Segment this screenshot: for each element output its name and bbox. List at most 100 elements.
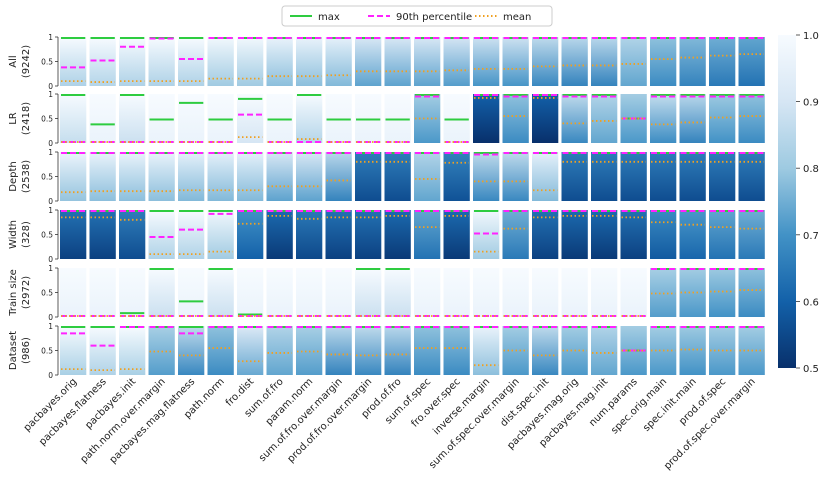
cell-2-20	[650, 152, 677, 201]
colorbar-gradient	[778, 35, 796, 368]
cell-0-13	[443, 37, 470, 86]
cell-3-20	[650, 210, 677, 259]
cell-0-19	[620, 37, 647, 86]
cell-3-23	[738, 210, 765, 259]
cell-4-17	[561, 268, 588, 317]
y-tick-label: 0	[48, 82, 53, 91]
cell-2-12	[414, 152, 441, 201]
legend: max 90th percentile mean	[281, 5, 553, 27]
cell-0-22	[709, 37, 736, 86]
cell-5-3	[148, 326, 175, 375]
cell-5-1	[89, 326, 116, 375]
cell-1-22	[709, 94, 736, 143]
cell-4-6	[237, 268, 264, 317]
y-tick-label: 0	[48, 139, 53, 148]
cell-5-10	[355, 326, 382, 375]
row-label: LR	[8, 112, 19, 125]
cell-0-2	[119, 37, 146, 86]
cell-4-18	[591, 268, 618, 317]
row-width: Width (328) 0 0.5 1	[8, 206, 765, 264]
y-tick-label: 0.5	[41, 231, 53, 240]
legend-box	[281, 5, 553, 27]
cell-2-9	[325, 152, 352, 201]
x-tick-label-21: spec.init.main	[641, 376, 699, 434]
cell-3-4	[178, 210, 205, 259]
row-count: (328)	[21, 221, 32, 248]
cell-4-10	[355, 268, 382, 317]
y-tick-label: 1	[48, 90, 53, 99]
cell-2-8	[296, 152, 323, 201]
cell-4-13	[443, 268, 470, 317]
cell-1-17	[561, 94, 588, 143]
cell-3-22	[709, 210, 736, 259]
cell-2-16	[532, 152, 559, 201]
y-tick-label: 0	[48, 371, 53, 380]
cell-2-17	[561, 152, 588, 201]
row-all: All (9242) 0 0.5 1	[8, 33, 765, 91]
legend-label-2: mean	[503, 12, 531, 23]
cell-5-2	[119, 326, 146, 375]
cell-0-7	[266, 37, 293, 86]
legend-label-0: max	[318, 12, 340, 23]
cell-0-4	[178, 37, 205, 86]
cell-3-18	[591, 210, 618, 259]
cell-2-0	[60, 152, 87, 201]
cell-1-4	[178, 94, 205, 143]
y-tick-label: 0.5	[41, 115, 53, 124]
cell-2-7	[266, 152, 293, 201]
cell-1-2	[119, 94, 146, 143]
legend-label-1: 90th percentile	[396, 12, 472, 23]
cell-0-15	[502, 37, 529, 86]
cell-0-21	[679, 37, 706, 86]
cell-2-13	[443, 152, 470, 201]
cell-3-13	[443, 210, 470, 259]
y-tick-label: 1	[48, 148, 53, 157]
cell-4-2	[119, 268, 146, 317]
cell-5-16	[532, 326, 559, 375]
cell-3-3	[148, 210, 175, 259]
y-tick-label: 0.5	[41, 58, 53, 67]
cell-2-19	[620, 152, 647, 201]
y-tick-label: 0	[48, 255, 53, 264]
cell-5-14	[473, 326, 500, 375]
x-tick-labels: pacbayes.origpacbayes.flatnesspacbayes.i…	[22, 376, 758, 472]
cell-4-5	[207, 268, 234, 317]
colorbar-tick-label: 0.5	[803, 364, 819, 375]
cell-1-14	[473, 94, 500, 143]
y-tick-label: 0	[48, 313, 53, 322]
cell-0-17	[561, 37, 588, 86]
row-lr: LR (2418) 0 0.5 1	[8, 90, 765, 148]
y-tick-label: 0.5	[41, 347, 53, 356]
cell-4-14	[473, 268, 500, 317]
cell-2-15	[502, 152, 529, 201]
y-tick-label: 1	[48, 206, 53, 215]
cell-3-2	[119, 210, 146, 259]
cell-1-0	[60, 94, 87, 143]
cell-2-22	[709, 152, 736, 201]
cell-0-12	[414, 37, 441, 86]
cell-5-21	[679, 326, 706, 375]
cell-0-9	[325, 37, 352, 86]
cell-0-11	[384, 37, 411, 86]
row-count: (2418)	[21, 102, 32, 135]
cell-5-12	[414, 326, 441, 375]
y-tick-label: 0.5	[41, 289, 53, 298]
cell-3-6	[237, 210, 264, 259]
cell-1-23	[738, 94, 765, 143]
row-label: Width	[8, 220, 19, 249]
cell-4-0	[60, 268, 87, 317]
cell-2-11	[384, 152, 411, 201]
row-train-size: Train size (2972) 0 0.5 1	[8, 264, 765, 322]
cell-3-7	[266, 210, 293, 259]
colorbar-tick-label: 0.6	[803, 297, 819, 308]
cell-4-15	[502, 268, 529, 317]
cell-1-15	[502, 94, 529, 143]
cell-2-10	[355, 152, 382, 201]
cell-3-12	[414, 210, 441, 259]
cell-4-22	[709, 268, 736, 317]
cell-4-19	[620, 268, 647, 317]
cell-0-0	[60, 37, 87, 86]
row-count: (9242)	[21, 45, 32, 78]
cell-4-20	[650, 268, 677, 317]
